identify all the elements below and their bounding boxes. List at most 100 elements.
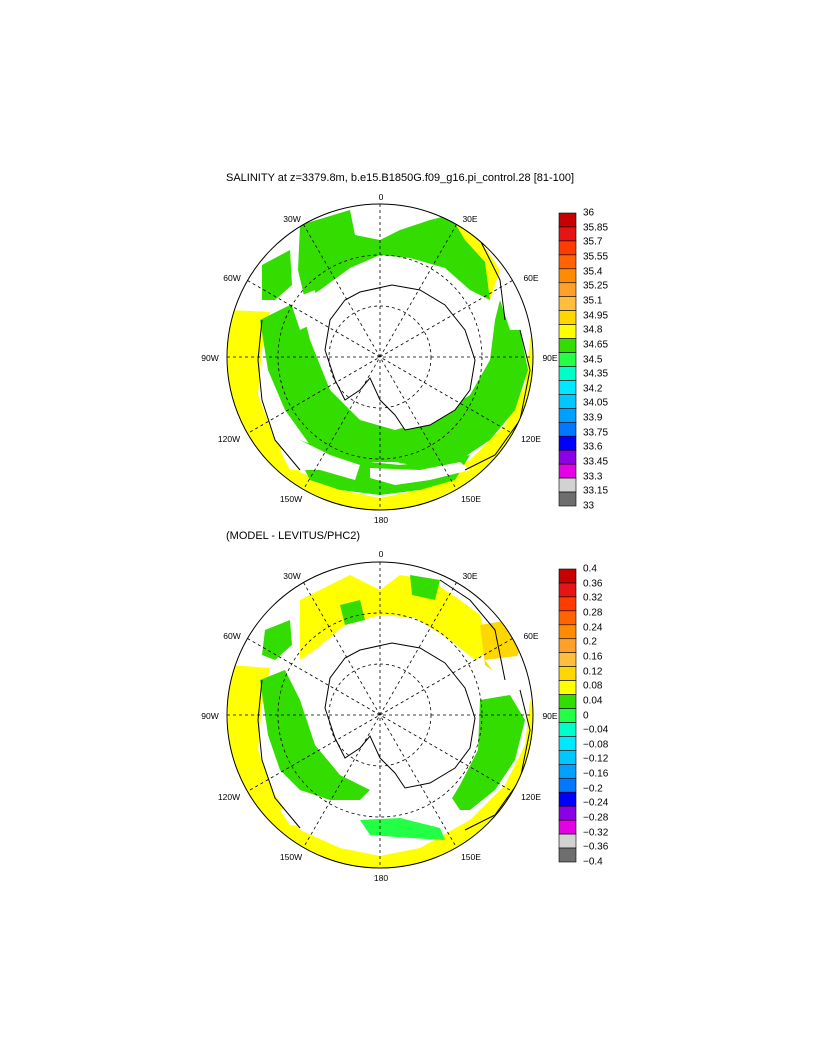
bottom-teal-region [360, 818, 445, 840]
colorbar-swatch [558, 805, 577, 821]
colorbar-swatch [558, 463, 577, 479]
colorbar-label: 34.2 [583, 383, 603, 395]
colorbar-label: 34.05 [583, 397, 609, 409]
colorbar-swatch [558, 722, 577, 737]
top-lon-label-30e: 30E [462, 214, 478, 224]
colorbar-swatch [558, 736, 577, 751]
colorbar-swatch [558, 610, 577, 626]
colorbar-label: −0.36 [583, 841, 609, 853]
colorbar-label: 0.4 [583, 563, 597, 575]
bottom-lon-label-90e: 90E [542, 711, 558, 721]
colorbar-label: 33.75 [583, 427, 609, 439]
colorbar-swatch [558, 568, 577, 584]
colorbar-swatch [558, 310, 577, 325]
colorbar-swatch [558, 380, 577, 395]
top-lon-label-90w: 90W [201, 353, 219, 363]
colorbar-label: 34.35 [583, 368, 609, 380]
colorbar-label: 0 [583, 710, 589, 721]
bottom-panel-title: (MODEL - LEVITUS/PHC2) [226, 530, 361, 542]
top-lon-label-120w: 120W [217, 434, 241, 444]
colorbar-swatch [558, 666, 577, 681]
colorbar-swatch [558, 477, 577, 493]
colorbar-swatch [558, 421, 577, 437]
bottom-green-region [260, 575, 525, 810]
colorbar-label: 33.45 [583, 456, 609, 468]
colorbar-swatch [558, 750, 577, 765]
bottom-polar-map [226, 561, 534, 869]
colorbar-swatch [558, 847, 577, 863]
colorbar-label: 33.3 [583, 471, 603, 483]
top-lon-label-150e: 150E [461, 494, 481, 504]
colorbar-swatch [558, 212, 577, 228]
colorbar-swatch [558, 833, 577, 849]
colorbar-label: 0.2 [583, 636, 597, 648]
colorbar-label: −0.2 [583, 783, 603, 795]
colorbar-swatch [558, 240, 577, 256]
top-lon-label-150w: 150W [279, 494, 303, 504]
colorbar-swatch [558, 638, 577, 654]
bottom-antarctica [324, 642, 476, 789]
colorbar-label: 0.24 [583, 622, 603, 634]
colorbar-swatch [558, 408, 577, 423]
top-polar-map [226, 203, 534, 511]
colorbar-swatch [558, 652, 577, 667]
colorbar-label: 0.32 [583, 592, 603, 604]
colorbar-swatch [558, 268, 577, 284]
colorbar-swatch [558, 282, 577, 298]
top-lon-label-180: 180 [373, 515, 389, 525]
colorbar-swatch [558, 226, 577, 242]
bottom-lon-label-30w: 30W [283, 571, 301, 581]
bottom-lon-label-60e: 60E [523, 631, 539, 641]
colorbar-label: −0.32 [583, 827, 609, 839]
top-lon-label-60w: 60W [223, 273, 241, 283]
bottom-lon-label-120e: 120E [521, 792, 541, 802]
colorbar-label: 0.04 [583, 695, 603, 707]
colorbar-swatch [558, 394, 577, 409]
colorbar-swatch [558, 694, 577, 709]
colorbar-swatch [558, 708, 577, 723]
colorbar-swatch [558, 254, 577, 270]
colorbar-swatch [558, 764, 577, 779]
colorbar-label: 33.6 [583, 441, 603, 453]
bottom-lon-label-120w: 120W [217, 792, 241, 802]
top-grid [227, 204, 533, 510]
colorbar-label: 36 [583, 207, 595, 219]
colorbar-label: −0.12 [583, 753, 609, 765]
bottom-colorbar [558, 568, 577, 863]
bottom-lon-label-90w: 90W [201, 711, 219, 721]
bottom-lon-label-180: 180 [373, 873, 389, 883]
colorbar-label: −0.28 [583, 812, 609, 824]
colorbar-label: 34.95 [583, 310, 609, 322]
colorbar-label: 0.28 [583, 607, 603, 619]
colorbar-label: −0.4 [583, 856, 603, 868]
bottom-map-border [226, 561, 534, 869]
bottom-lon-label-30e: 30E [462, 571, 478, 581]
colorbar-label: −0.08 [583, 739, 609, 751]
top-green-region [260, 210, 528, 495]
colorbar-label: 33 [583, 500, 595, 512]
top-lon-label-30w: 30W [283, 214, 301, 224]
colorbar-label: 34.5 [583, 354, 603, 365]
colorbar-swatch [558, 680, 577, 695]
bottom-lon-label-60w: 60W [223, 631, 241, 641]
bottom-lon-label-150w: 150W [279, 852, 303, 862]
bottom-grid [227, 562, 533, 868]
colorbar-swatch [558, 582, 577, 598]
colorbar-swatch [558, 819, 577, 835]
colorbar-label: 35.25 [583, 280, 609, 292]
top-lon-label-0: 0 [378, 192, 384, 202]
colorbar-label: 35.1 [583, 295, 603, 307]
colorbar-swatch [558, 435, 577, 451]
colorbar-label: −0.16 [583, 768, 609, 780]
colorbar-swatch [558, 352, 577, 367]
colorbar-swatch [558, 324, 577, 339]
colorbar-swatch [558, 366, 577, 381]
top-lon-label-60e: 60E [523, 273, 539, 283]
colorbar-label: 33.15 [583, 485, 609, 497]
colorbar-label: 0.16 [583, 651, 603, 663]
top-colorbar [558, 212, 577, 507]
bottom-lon-label-150e: 150E [461, 852, 481, 862]
colorbar-swatch [558, 296, 577, 311]
top-lon-label-120e: 120E [521, 434, 541, 444]
